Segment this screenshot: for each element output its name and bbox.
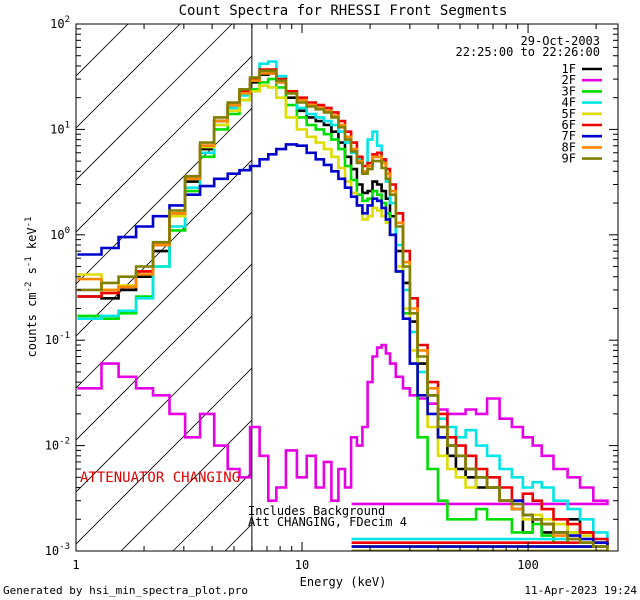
legend-label-4f: 4F: [562, 96, 576, 110]
hatch-line: [76, 315, 252, 493]
hatch-line: [76, 55, 252, 233]
timestamp-text: 11-Apr-2023 19:24: [524, 584, 637, 597]
attenuator-label: ATTENUATOR CHANGING: [80, 470, 240, 486]
hatch-line: [76, 24, 181, 129]
y-tick-label: 101: [50, 120, 70, 136]
x-axis-label: Energy (keV): [300, 575, 387, 589]
note-attenuator-state: Att CHANGING, FDecim 4: [248, 515, 407, 529]
note-background: Includes Background: [248, 504, 385, 518]
hatch-line: [76, 107, 252, 285]
chart-title: Count Spectra for RHESSI Front Segments: [179, 3, 508, 19]
legend-label-3f: 3F: [562, 84, 576, 98]
series-layer: [77, 60, 609, 551]
date-label: 29-Oct-2003: [521, 34, 600, 48]
legend-label-2f: 2F: [562, 73, 576, 87]
axes: 1 10 100 10-3 10-2 10-1 100 101 102: [45, 15, 618, 572]
series-line-9f: [77, 69, 609, 551]
hatch-line: [76, 24, 77, 25]
plot-frame: [75, 23, 619, 552]
legend-label-9f: 9F: [562, 152, 576, 166]
time-range-label: 22:25:00 to 22:26:00: [456, 45, 601, 59]
y-tick-label: 10-1: [45, 331, 70, 347]
legend-label-1f: 1F: [562, 62, 576, 76]
hatch-line: [224, 523, 252, 551]
hatch-line: [76, 263, 252, 441]
x-tick-label: 100: [517, 558, 539, 572]
generator-text: Generated by hsi_min_spectra_plot.pro: [3, 584, 248, 597]
hatch-line: [120, 419, 252, 551]
y-tick-label: 10-2: [45, 437, 70, 453]
hatch-line: [76, 211, 252, 389]
legend-label-5f: 5F: [562, 107, 576, 121]
hatch-region: [76, 24, 253, 551]
y-tick-label: 10-3: [45, 542, 70, 558]
x-tick-label: 1: [72, 558, 79, 572]
legend-label-7f: 7F: [562, 129, 576, 143]
y-tick-label: 100: [50, 226, 70, 242]
series-line-4f: [77, 60, 609, 541]
series-line-3f: [77, 77, 609, 548]
hatch-line: [76, 24, 233, 181]
y-axis-label: counts cm-2 s-1 keV-1: [24, 217, 39, 358]
series-line-2f: [77, 343, 609, 506]
legend-label-8f: 8F: [562, 140, 576, 154]
y-tick-label: 102: [50, 15, 70, 31]
hatch-line: [76, 367, 252, 545]
legend-label-6f: 6F: [562, 118, 576, 132]
x-tick-label: 10: [295, 558, 309, 572]
